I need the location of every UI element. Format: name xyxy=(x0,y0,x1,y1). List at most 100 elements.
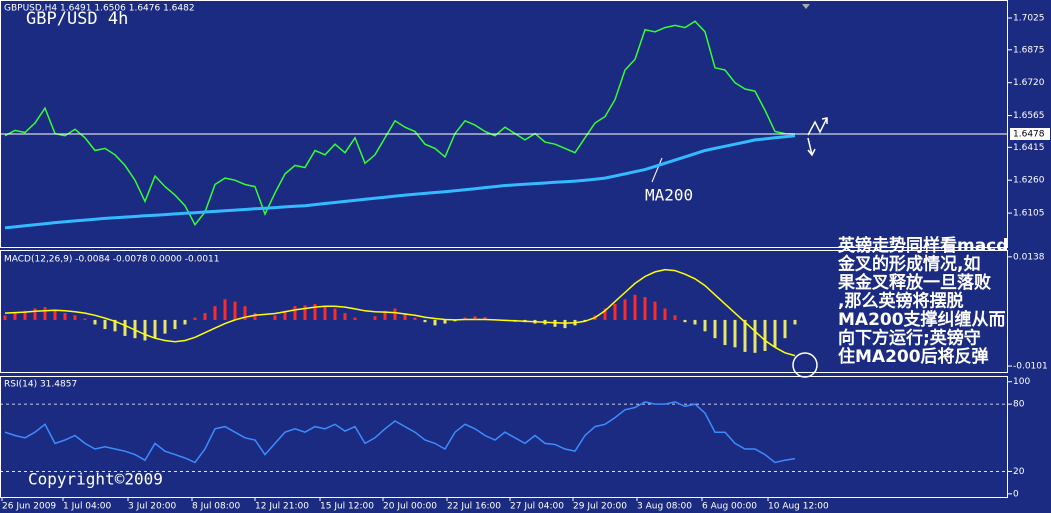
rsi-header: RSI(14) 31.4857 xyxy=(4,380,77,390)
histogram-bar xyxy=(683,319,687,323)
histogram-bar xyxy=(63,313,67,320)
histogram-bar xyxy=(103,319,107,330)
histogram-bar xyxy=(713,319,717,339)
x-tick-label: 3 Aug 08:00 xyxy=(637,502,692,512)
histogram-bar xyxy=(253,313,257,320)
highlight-circle xyxy=(792,352,818,378)
histogram-bar xyxy=(653,301,657,320)
histogram-bar xyxy=(143,319,147,341)
y-tick-label: 0 xyxy=(1013,489,1019,499)
annotation-line: ,那么英镑将摆脱 xyxy=(838,291,963,312)
y-tick-label: 80 xyxy=(1013,400,1025,410)
histogram-bar xyxy=(763,319,767,351)
series-line xyxy=(4,20,796,227)
series-line xyxy=(4,134,796,230)
histogram-bar xyxy=(403,313,407,320)
scroll-marker xyxy=(802,4,810,9)
y-tick-label: 1.6720 xyxy=(1013,78,1045,88)
subtitle: GBP/USD 4h xyxy=(26,9,128,29)
histogram-bar xyxy=(443,319,447,324)
ma-pointer xyxy=(651,157,663,183)
annotation-line: MA200支撑纠缠从而 xyxy=(838,309,1006,330)
x-tick-label: 1 Jul 04:00 xyxy=(63,502,112,512)
x-tick-label: 6 Aug 00:00 xyxy=(702,502,757,512)
histogram-bar xyxy=(333,308,337,320)
frame xyxy=(0,0,1008,498)
histogram-bar xyxy=(183,319,187,325)
y-tick-label: 1.6875 xyxy=(1013,45,1045,55)
histogram-bar xyxy=(773,319,777,348)
histogram-bar xyxy=(373,316,377,320)
x-tick-label: 3 Jul 20:00 xyxy=(128,502,177,512)
x-tick-label: 22 Jul 16:00 xyxy=(447,502,501,512)
series-line xyxy=(4,401,796,464)
y-tick-label: 100 xyxy=(1013,377,1030,387)
histogram-bar xyxy=(113,319,117,332)
histogram-bar xyxy=(233,301,237,320)
histogram-bar xyxy=(23,310,27,320)
copyright: Copyright©2009 xyxy=(28,470,163,489)
histogram-bar xyxy=(243,306,247,320)
x-tick-label: 10 Aug 12:00 xyxy=(768,502,829,512)
ma-annotation: MA200 xyxy=(645,186,693,205)
arrows xyxy=(807,117,828,157)
histogram-bar xyxy=(73,315,77,320)
histogram-bar xyxy=(343,313,347,320)
rsi-panel xyxy=(0,376,1008,498)
macd-panel xyxy=(0,250,1008,373)
histogram-bar xyxy=(33,308,37,320)
histogram-bar xyxy=(703,319,707,332)
histogram-bar xyxy=(673,315,677,320)
price-tag xyxy=(1010,127,1050,140)
x-tick-label: 8 Jul 08:00 xyxy=(192,502,241,512)
main-panel xyxy=(0,0,1008,248)
annotation-line: 住MA200后将反弹 xyxy=(838,346,989,367)
y-tick-label: 1.6415 xyxy=(1013,143,1045,153)
macd-header: MACD(12,26,9) -0.0084 -0.0078 0.0000 -0.… xyxy=(4,255,220,265)
histogram-bar xyxy=(293,306,297,320)
arrow-down xyxy=(807,137,816,157)
histogram-bar xyxy=(413,317,417,320)
histogram-bar xyxy=(733,319,737,348)
histogram-bar xyxy=(633,294,637,320)
histogram-bar xyxy=(383,310,387,320)
x-tick-label: 20 Jul 00:00 xyxy=(383,502,437,512)
histogram-bar xyxy=(193,317,197,320)
histogram-bar xyxy=(13,313,17,320)
histogram-bar xyxy=(83,318,87,320)
y-tick-label: 1.7025 xyxy=(1013,14,1045,24)
histogram-bar xyxy=(423,319,427,323)
annotation-line: 金叉的形成情况,如 xyxy=(837,254,980,275)
y-tick-label: -0.0101 xyxy=(1013,362,1048,372)
x-tick-label: 26 Jun 2009 xyxy=(2,502,56,512)
histogram-bar xyxy=(473,316,477,320)
histogram-bar xyxy=(133,319,137,339)
histogram-bar xyxy=(303,305,307,320)
annotation: 英镑走势同样看macd金叉的形成情况,如果金叉释放一旦落败,那么英镑将摆脱MA2… xyxy=(837,235,1008,367)
histogram-bar xyxy=(623,299,627,320)
histogram-bar xyxy=(563,319,567,329)
price-label: 1.6478 xyxy=(1013,129,1045,139)
histogram-bar xyxy=(793,319,797,325)
histogram-bar xyxy=(353,317,357,320)
histogram-bar xyxy=(173,319,177,330)
histogram-bar xyxy=(483,317,487,320)
histogram-bar xyxy=(613,303,617,320)
arrow-up xyxy=(807,117,828,136)
histogram-bar xyxy=(283,310,287,320)
histogram-bar xyxy=(213,306,217,320)
y-tick-label: 1.6565 xyxy=(1013,111,1045,121)
y-tick-label: 20 xyxy=(1013,467,1025,477)
histogram-bar xyxy=(123,319,127,336)
y-tick-label: 0.0138 xyxy=(1013,252,1045,262)
x-tick-label: 15 Jul 12:00 xyxy=(320,502,374,512)
x-tick-label: 27 Jul 04:00 xyxy=(510,502,564,512)
histogram-bar xyxy=(663,308,667,320)
x-tick-label: 29 Jul 20:00 xyxy=(573,502,627,512)
main-header: GBPUSD,H4 1.6491 1.6506 1.6476 1.6482 xyxy=(4,4,195,14)
y-tick-label: 1.6105 xyxy=(1013,209,1045,219)
histogram-bar xyxy=(753,319,757,353)
annotation-line: 英镑走势同样看macd xyxy=(838,235,1008,256)
histogram-bar xyxy=(433,319,437,326)
